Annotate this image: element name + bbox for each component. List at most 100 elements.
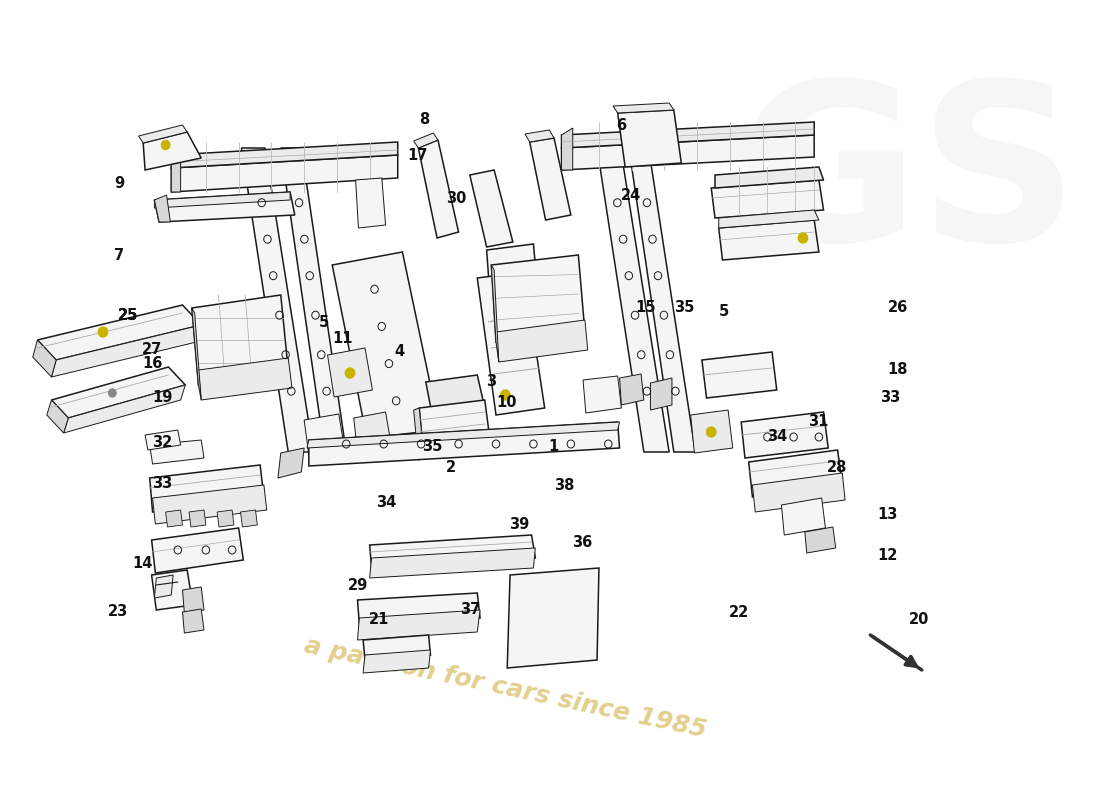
Text: 7: 7 [114,249,124,263]
Circle shape [500,390,510,400]
Polygon shape [749,450,843,497]
Text: 20: 20 [909,613,929,627]
Circle shape [162,141,169,150]
Polygon shape [198,358,292,400]
Polygon shape [152,570,192,610]
Polygon shape [241,510,257,527]
Text: 36: 36 [572,535,593,550]
Text: 25: 25 [118,308,138,322]
Text: 23: 23 [108,605,129,619]
Polygon shape [191,308,201,400]
Polygon shape [618,110,681,167]
Circle shape [799,233,807,243]
Polygon shape [426,375,485,416]
Text: 8: 8 [419,113,429,127]
Circle shape [706,427,716,437]
Polygon shape [414,133,438,148]
Polygon shape [166,510,183,527]
Polygon shape [153,485,266,524]
Text: 3: 3 [486,374,496,389]
Text: 13: 13 [877,507,898,522]
Polygon shape [332,252,440,438]
Polygon shape [492,265,498,362]
Polygon shape [530,138,571,220]
Text: 21: 21 [368,613,389,627]
Polygon shape [33,340,56,377]
Polygon shape [191,295,288,385]
Text: 39: 39 [508,518,529,532]
Circle shape [109,389,116,397]
Text: 35: 35 [674,301,695,315]
Polygon shape [525,130,554,142]
Polygon shape [328,348,373,397]
Polygon shape [150,440,204,464]
Polygon shape [47,400,68,433]
Text: 12: 12 [877,548,898,562]
Text: 26: 26 [888,300,907,314]
Polygon shape [241,148,314,452]
Circle shape [98,327,108,337]
Text: 37: 37 [460,602,481,617]
Text: 11: 11 [332,331,353,346]
Polygon shape [702,352,777,398]
Text: 15: 15 [635,301,656,315]
Text: 35: 35 [422,439,442,454]
Polygon shape [800,452,843,493]
Polygon shape [507,568,598,668]
Polygon shape [561,135,814,170]
Text: 27: 27 [142,342,163,357]
Polygon shape [486,244,538,302]
Polygon shape [363,635,430,660]
Polygon shape [37,305,201,360]
Polygon shape [154,195,170,222]
Polygon shape [183,587,204,613]
Polygon shape [370,535,536,568]
Polygon shape [358,610,480,640]
Polygon shape [189,510,206,527]
Circle shape [345,368,354,378]
Polygon shape [561,128,573,170]
Polygon shape [418,140,459,238]
Text: 34: 34 [767,429,788,443]
Polygon shape [492,255,585,342]
Polygon shape [183,609,204,633]
Text: a passion for cars since 1985: a passion for cars since 1985 [302,634,708,742]
Polygon shape [64,385,185,433]
Polygon shape [436,382,485,432]
Polygon shape [805,527,836,553]
Polygon shape [355,178,386,228]
Polygon shape [358,593,480,625]
Text: 5: 5 [319,315,329,330]
Polygon shape [217,510,234,527]
Polygon shape [715,167,824,188]
Text: 10: 10 [496,395,517,410]
Text: 29: 29 [348,578,369,593]
Text: 9: 9 [114,177,124,191]
Text: 34: 34 [376,495,396,510]
Polygon shape [172,155,398,192]
Polygon shape [629,148,695,452]
Polygon shape [801,458,822,482]
Text: 38: 38 [554,478,574,493]
Polygon shape [363,650,430,673]
Polygon shape [370,548,536,578]
Text: 14: 14 [132,557,152,571]
Text: 5: 5 [718,305,729,319]
Polygon shape [752,473,845,512]
Text: 31: 31 [808,414,828,429]
Polygon shape [154,575,173,598]
Polygon shape [172,142,398,168]
Text: 6: 6 [616,118,626,133]
Polygon shape [309,422,619,466]
Polygon shape [280,148,346,452]
Polygon shape [650,378,672,410]
Polygon shape [597,148,669,452]
Polygon shape [172,148,180,192]
Text: 4: 4 [395,345,405,359]
Polygon shape [477,272,544,415]
Polygon shape [145,430,180,450]
Polygon shape [278,448,305,478]
Polygon shape [52,325,201,377]
Text: 33: 33 [153,477,173,491]
Text: 19: 19 [153,390,173,405]
